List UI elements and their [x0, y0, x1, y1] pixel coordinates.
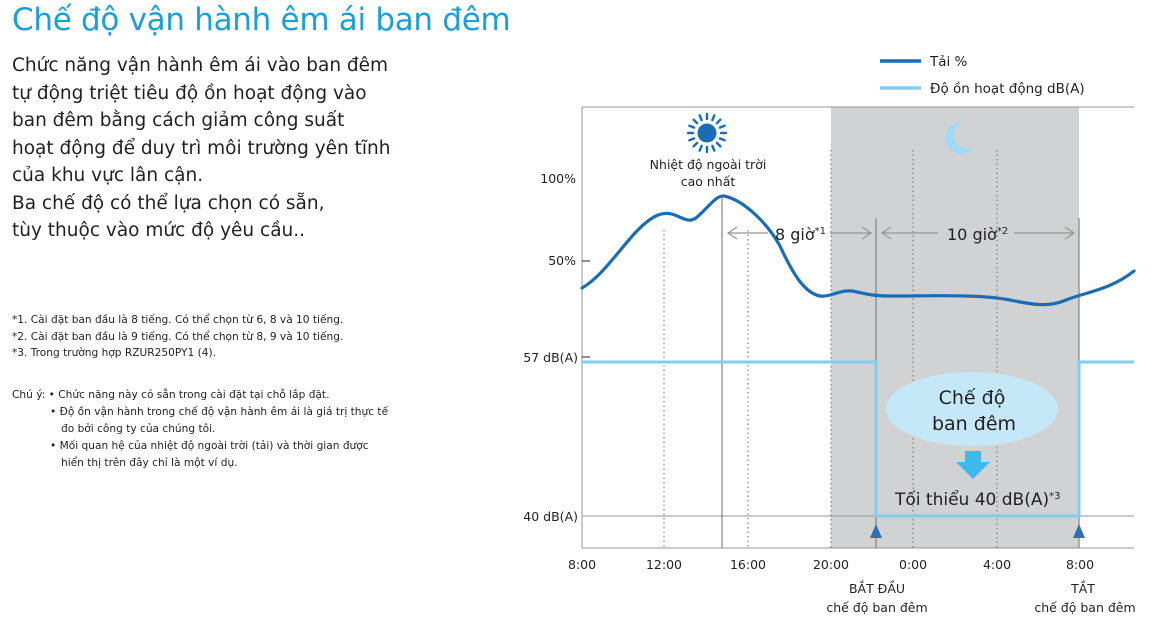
hour-gridlines: [663, 150, 998, 548]
load-curve: [580, 194, 1136, 307]
night-band: [831, 107, 1079, 548]
intro-line: tùy thuộc vào mức độ yêu cầu..: [12, 220, 306, 241]
page-title: Chế độ vận hành êm ái ban đêm: [12, 2, 511, 38]
y-label-50: 50%: [548, 253, 576, 268]
duration-1-text: 8 giờ: [775, 225, 815, 244]
x-label: 0:00: [899, 557, 927, 572]
caution-item: đo bởi công ty của chúng tôi.: [61, 423, 216, 435]
start-label-line1: BẮT ĐẦU: [849, 580, 905, 596]
x-label: 8:00: [1066, 557, 1094, 572]
caution-line-1: Chú ý: • Chức năng này có sẵn trong cài …: [12, 387, 388, 404]
peak-label-line2: cao nhất: [681, 174, 736, 189]
duration-2-arrowhead-right: [1064, 226, 1076, 240]
intro-line: Ba chế độ có thể lựa chọn có sẵn,: [12, 192, 325, 214]
y-label-57db: 57 dB(A): [523, 350, 578, 365]
end-marker: [1073, 524, 1085, 538]
duration-1-arrowhead-right: [861, 226, 873, 240]
peak-label-line1: Nhiệt độ ngoài trời: [650, 157, 767, 172]
duration-2-arrowhead-left: [880, 226, 892, 240]
intro-line: Chức năng vận hành êm ái vào ban đêm: [12, 55, 389, 76]
night-mode-label-line1: Chế độ: [939, 387, 1006, 409]
footnotes: *1. Cài đặt ban đầu là 8 tiếng. Có thể c…: [12, 312, 343, 362]
intro-line: hoạt động để duy trì môi trường yên tĩnh: [12, 137, 391, 159]
minimum-noise-text: Tối thiểu 40 dB(A): [894, 489, 1049, 510]
caution-notes: Chú ý: • Chức năng này có sẵn trong cài …: [12, 387, 388, 472]
footnote-1: *1. Cài đặt ban đầu là 8 tiếng. Có thể c…: [12, 314, 344, 326]
legend-load-label: Tải %: [929, 54, 968, 70]
end-label-line1: TẮT: [1070, 580, 1095, 596]
intro-text: Chức năng vận hành êm ái vào ban đêm tự …: [12, 52, 412, 245]
down-arrow-icon: [956, 451, 990, 479]
noise-line: [582, 360, 1134, 518]
footnote-3: *3. Trong trường hợp RZUR250PY1 (4).: [12, 347, 216, 359]
end-label-line2: chế độ ban đêm: [1034, 600, 1135, 615]
start-marker: [870, 524, 882, 538]
x-label: 16:00: [730, 557, 766, 572]
x-label: 12:00: [646, 557, 682, 572]
caution-item: • Chức năng này có sẵn trong cài đặt tại…: [48, 389, 330, 401]
y-label-40db: 40 dB(A): [523, 509, 578, 524]
intro-line: của khu vực lân cận.: [12, 165, 204, 186]
duration-1-arrowhead-left: [726, 226, 738, 240]
x-label: 8:00: [568, 557, 596, 572]
start-label-line2: chế độ ban đêm: [826, 600, 927, 615]
sun-icon: [686, 112, 728, 154]
duration-2-sup: *2: [997, 226, 1008, 237]
minimum-noise-sup: *3: [1049, 491, 1060, 502]
duration-2-label: 10 giờ*2: [947, 225, 1008, 244]
duration-2-text: 10 giờ: [947, 225, 997, 244]
night-mode-bubble: [886, 372, 1058, 446]
intro-line: tự động triệt tiêu độ ồn hoạt động vào: [12, 82, 367, 104]
caution-label: Chú ý:: [12, 389, 46, 401]
x-label: 20:00: [813, 557, 849, 572]
caution-item: hiển thị trên đây chỉ là một ví dụ.: [61, 457, 238, 469]
legend-noise-label: Độ ồn hoạt động dB(A): [930, 80, 1085, 97]
duration-1-sup: *1: [815, 226, 826, 237]
caution-item: • Mối quan hệ của nhiệt độ ngoài trời (t…: [50, 440, 369, 452]
moon-icon: [945, 121, 974, 154]
minimum-noise-label: Tối thiểu 40 dB(A)*3: [894, 489, 1060, 510]
duration-1-label: 8 giờ*1: [775, 225, 826, 244]
caution-item: • Độ ồn vận hành trong chế độ vận hành ê…: [50, 406, 389, 418]
x-label: 4:00: [983, 557, 1011, 572]
intro-line: ban đêm bằng cách giảm công suất: [12, 110, 345, 131]
y-label-100: 100%: [540, 171, 576, 186]
night-mode-label-line2: ban đêm: [932, 413, 1016, 435]
footnote-2: *2. Cài đặt ban đầu là 9 tiếng. Có thể c…: [12, 330, 344, 343]
